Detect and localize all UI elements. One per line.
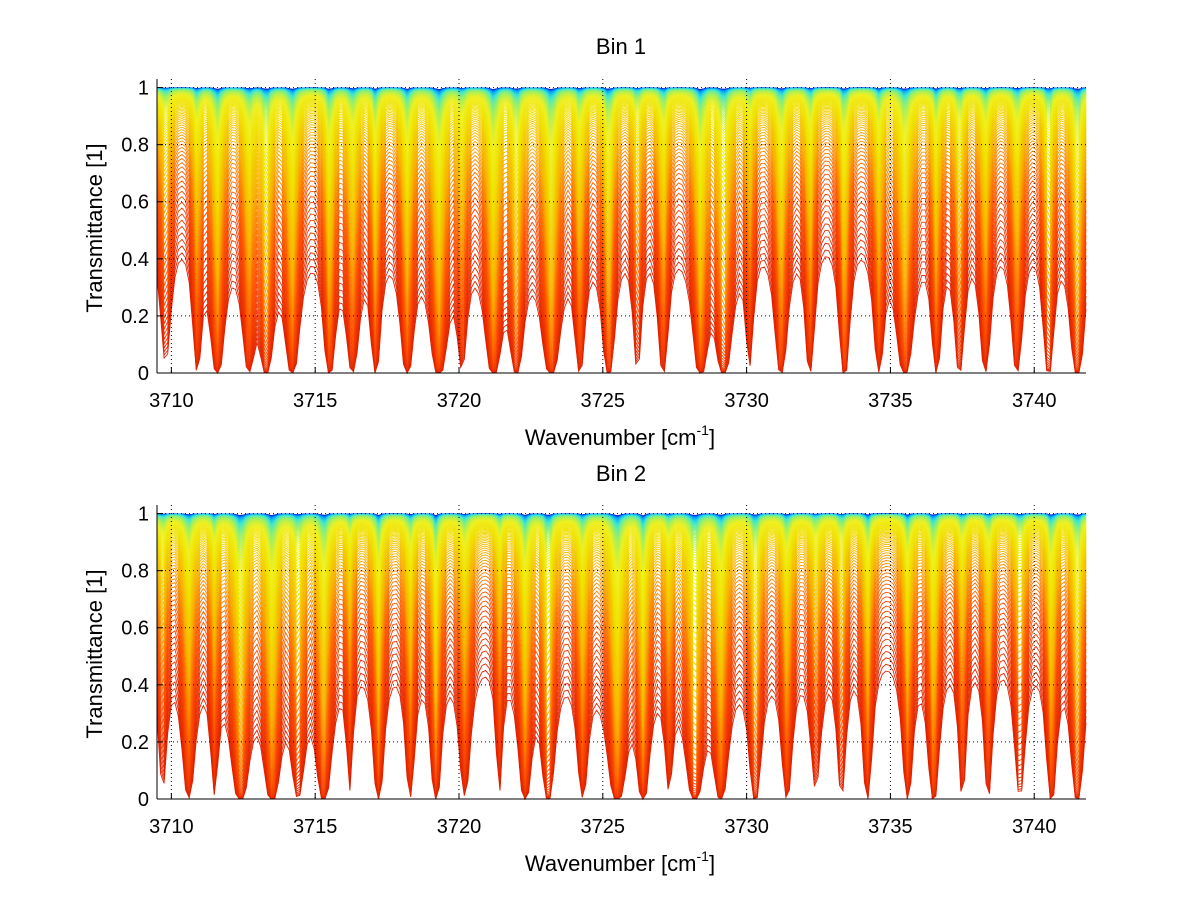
series-line <box>156 110 1087 255</box>
x-axis-label: Wavenumber [cm-1] <box>525 422 715 450</box>
series-line <box>156 670 1087 800</box>
y-tick-label: 0.8 <box>121 135 149 157</box>
y-tick-label: 0.4 <box>121 675 149 697</box>
x-tick-label: 3720 <box>437 390 482 412</box>
series-line <box>156 104 1087 222</box>
series-line <box>156 115 1087 275</box>
x-tick-label: 3735 <box>868 816 913 838</box>
y-axis-label: Transmittance [1] <box>82 569 107 738</box>
x-tick-label: 3725 <box>581 390 626 412</box>
plot-area: 3710 3715 3720 3725 3730 3735 3740 0 0.2 0.4 0.6 0.… <box>121 504 1087 838</box>
series-line <box>156 109 1087 248</box>
series-line <box>156 98 1087 188</box>
x-axis-label-end: ] <box>709 425 715 450</box>
x-tick-label: 3715 <box>293 816 338 838</box>
chart-title: Bin 2 <box>596 461 646 486</box>
series-line <box>156 125 1087 308</box>
series-line <box>156 145 1087 346</box>
x-tick-label: 3720 <box>437 816 482 838</box>
x-axis-label-end: ] <box>709 851 715 876</box>
y-tick-label: 1 <box>138 504 149 526</box>
x-axis-label: Wavenumber [cm-1] <box>525 848 715 876</box>
series-line <box>156 149 1087 350</box>
y-tick-label: 0.8 <box>121 561 149 583</box>
series-line <box>156 103 1087 216</box>
x-tick-label: 3740 <box>1012 816 1057 838</box>
x-tick-label: 3730 <box>724 816 769 838</box>
x-tick-label: 3735 <box>868 390 913 412</box>
y-tick-label: 0.6 <box>121 618 149 640</box>
x-tick-label: 3710 <box>149 816 194 838</box>
series-line <box>156 99 1087 193</box>
series-line <box>156 117 1087 282</box>
series-line <box>156 98 1087 183</box>
series-line <box>156 112 1087 262</box>
series-line <box>156 100 1087 199</box>
x-tick-label: 3740 <box>1012 390 1057 412</box>
series-line <box>156 113 1087 269</box>
series-line <box>156 133 1087 326</box>
series-line <box>156 105 1087 228</box>
series-line <box>156 152 1087 353</box>
series-line <box>156 160 1087 360</box>
grid <box>157 79 1086 374</box>
series-line <box>156 142 1087 341</box>
subplot-bin-1: Bin 1 3710 3715 3720 3725 3730 3735 3740 0 0.2 0.… <box>82 34 1087 450</box>
plot-area: 3710 3715 3720 3725 3730 3735 3740 0 0.2 0.4 0.6 0.… <box>121 78 1087 412</box>
x-axis-label-text: Wavenumber [cm <box>525 425 697 450</box>
series-line <box>156 96 1087 173</box>
y-tick-label: 0.4 <box>121 249 149 271</box>
x-tick-label: 3725 <box>581 816 626 838</box>
series-line <box>156 101 1087 204</box>
grid <box>157 505 1086 800</box>
series-line <box>156 119 1087 289</box>
series-line <box>156 130 1087 321</box>
series-line <box>156 139 1087 337</box>
y-tick-label: 0 <box>138 363 149 385</box>
y-tick-label: 0.6 <box>121 192 149 214</box>
series-line <box>156 136 1087 332</box>
y-tick-label: 0.2 <box>121 732 149 754</box>
x-axis-label-text: Wavenumber [cm <box>525 851 697 876</box>
x-tick-label: 3710 <box>149 390 194 412</box>
x-tick-label: 3730 <box>724 390 769 412</box>
series-line <box>156 102 1087 210</box>
chart-title: Bin 1 <box>596 34 646 59</box>
series-line <box>156 128 1087 315</box>
y-tick-label: 1 <box>138 78 149 100</box>
series-line <box>156 156 1087 357</box>
series-line <box>156 95 1087 164</box>
series-line <box>156 123 1087 302</box>
series-line <box>156 256 1087 374</box>
subplot-bin-2: Bin 2 3710 3715 3720 3725 3730 3735 3740 0 0.2 0.… <box>82 461 1087 876</box>
x-axis-label-superscript: -1 <box>697 848 710 864</box>
x-tick-label: 3715 <box>293 390 338 412</box>
series-line <box>156 121 1087 296</box>
series-line <box>156 164 1087 362</box>
y-axis-label: Transmittance [1] <box>82 143 107 312</box>
series-line <box>156 106 1087 235</box>
x-axis-label-superscript: -1 <box>697 422 710 438</box>
series-line <box>156 107 1087 242</box>
y-tick-label: 0.2 <box>121 306 149 328</box>
series-group <box>156 513 1087 801</box>
y-tick-label: 0 <box>138 789 149 811</box>
